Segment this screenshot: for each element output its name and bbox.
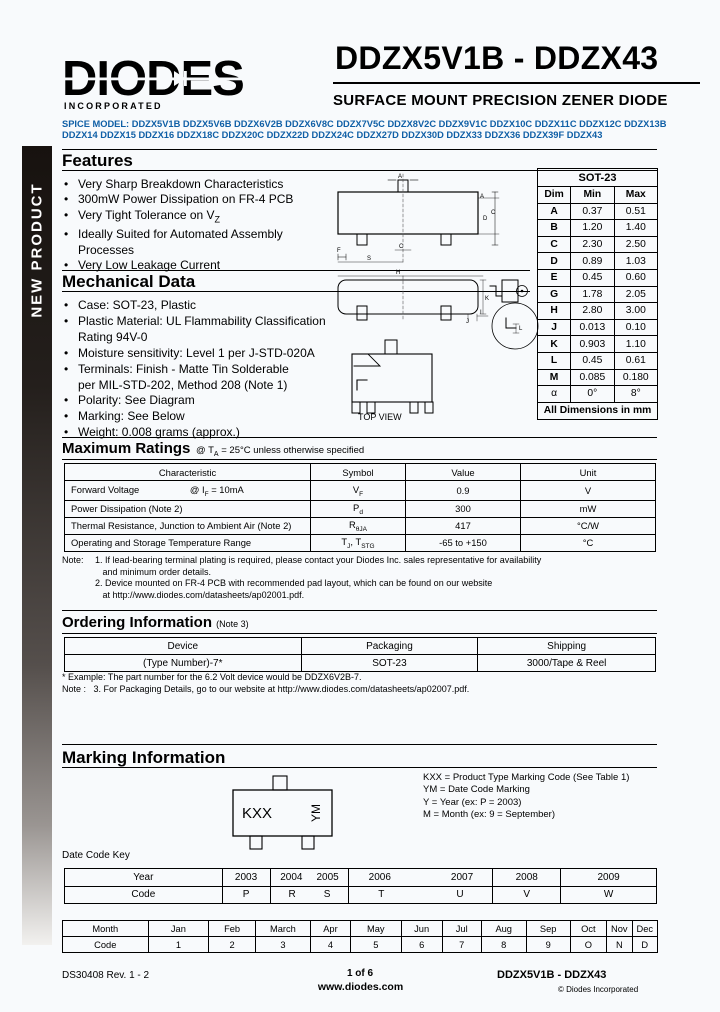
svg-text:J: J bbox=[466, 319, 469, 325]
svg-text:D: D bbox=[483, 216, 488, 222]
svg-text:C: C bbox=[399, 244, 404, 250]
svg-text:S: S bbox=[367, 256, 371, 262]
svg-text:F: F bbox=[337, 248, 341, 254]
svg-text:I: I bbox=[480, 310, 482, 316]
svg-text:KXX: KXX bbox=[242, 805, 272, 822]
svg-text:YM: YM bbox=[309, 804, 323, 822]
svg-text:C: C bbox=[491, 210, 496, 216]
svg-text:K: K bbox=[485, 296, 489, 302]
svg-text:A: A bbox=[480, 194, 484, 200]
svg-text:L: L bbox=[519, 326, 523, 332]
svg-text:H: H bbox=[396, 270, 400, 276]
svg-text:A: A bbox=[398, 174, 402, 180]
svg-text:TOP VIEW: TOP VIEW bbox=[358, 412, 402, 420]
